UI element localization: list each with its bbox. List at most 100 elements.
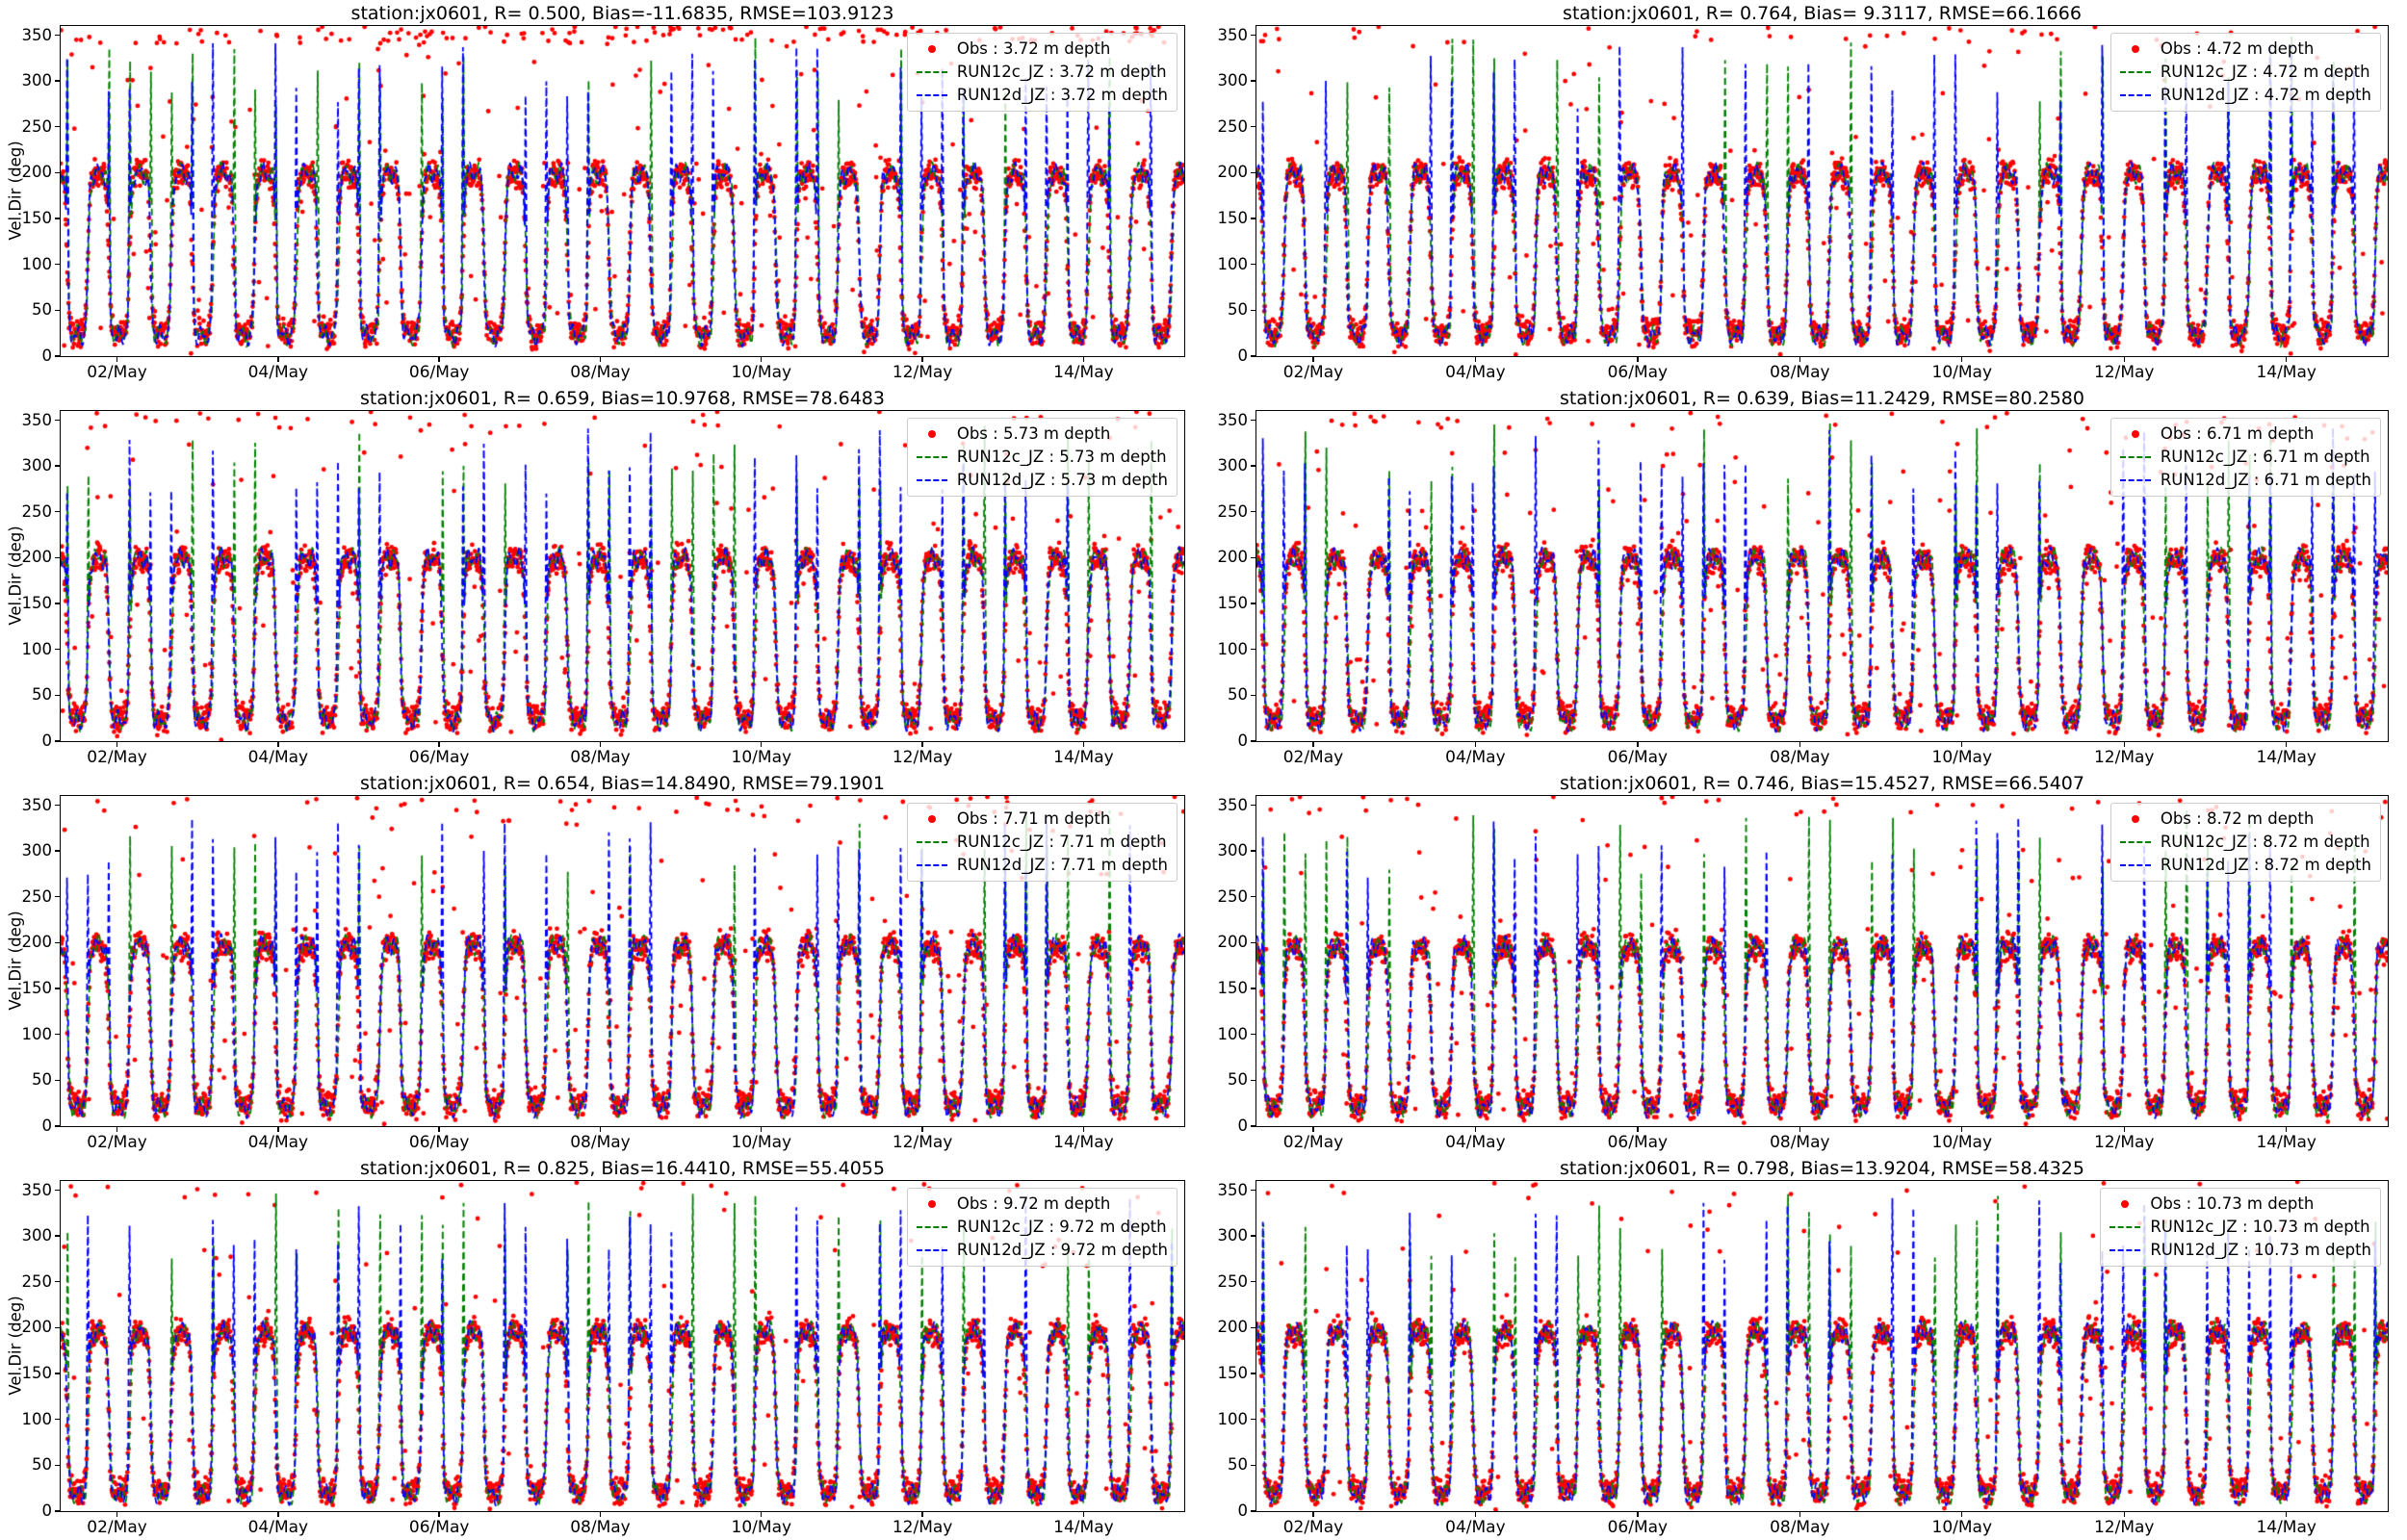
legend-label: RUN12c_JZ : 3.72 m depth	[956, 63, 1167, 81]
y-tick-label: 350	[21, 410, 53, 429]
plot-area: Obs : 5.73 m depth RUN12c_JZ : 5.73 m de…	[22, 410, 1185, 767]
y-tick-mark	[55, 1419, 60, 1421]
obs-dot-icon	[927, 815, 936, 823]
x-tick-label: 02/May	[87, 1518, 147, 1537]
x-tick-label: 04/May	[247, 1518, 309, 1537]
y-tick-mark	[55, 941, 60, 944]
x-tick-label: 08/May	[570, 748, 631, 767]
y-tick-label: 200	[21, 933, 53, 952]
y-tick-label: 50	[32, 1455, 52, 1475]
y-tick-mark	[55, 419, 60, 422]
legend-label: RUN12d_JZ : 4.72 m depth	[2160, 86, 2371, 104]
x-tick-mark	[277, 1127, 279, 1132]
y-tick-label: 0	[1237, 346, 1249, 365]
y-tick-mark	[1251, 1510, 1255, 1512]
y-tick-mark	[1251, 419, 1255, 422]
y-tick-mark	[55, 804, 60, 807]
y-tick-label: 250	[1217, 1271, 1249, 1291]
y-tick-mark	[1251, 1281, 1255, 1283]
legend-item-run12c: RUN12c_JZ : 3.72 m depth	[913, 61, 1168, 84]
y-tick-mark	[1251, 511, 1255, 513]
y-tick-label: 100	[21, 639, 53, 658]
green-dashed-line-icon	[2109, 1226, 2141, 1228]
y-tick-label: 50	[32, 685, 52, 705]
blue-dashed-line-icon	[2109, 1249, 2141, 1251]
plot-title: station:jx0601, R= 0.764, Bias= 9.3117, …	[1563, 3, 2082, 24]
x-tick-mark	[1082, 742, 1085, 747]
legend-label: RUN12d_JZ : 10.73 m depth	[2150, 1241, 2371, 1259]
x-tick-mark	[1961, 742, 1963, 747]
x-tick-mark	[1082, 1127, 1085, 1132]
y-tick-label: 0	[41, 732, 53, 750]
obs-dot-icon	[2131, 815, 2139, 823]
y-tick-mark	[55, 1125, 60, 1127]
legend-marker	[913, 479, 951, 481]
plot-title: station:jx0601, R= 0.825, Bias=16.4410, …	[360, 1158, 885, 1179]
y-tick-mark	[55, 1281, 60, 1283]
y-tick-label: 250	[1217, 886, 1249, 906]
y-tick-mark	[55, 649, 60, 651]
y-tick-label: 150	[1217, 1364, 1249, 1383]
y-tick-label: 200	[21, 1318, 53, 1337]
legend-marker	[2116, 94, 2155, 96]
green-dashed-line-icon	[2119, 71, 2151, 73]
legend-marker	[913, 45, 951, 53]
y-tick-mark	[55, 1189, 60, 1192]
legend: Obs : 6.71 m depth RUN12c_JZ : 6.71 m de…	[2109, 418, 2381, 497]
legend-label: RUN12d_JZ : 3.72 m depth	[956, 86, 1168, 104]
x-tick-label: 08/May	[570, 1133, 631, 1152]
y-tick-label: 100	[21, 254, 53, 273]
plot-area: Obs : 3.72 m depth RUN12c_JZ : 3.72 m de…	[22, 25, 1185, 382]
x-tick-mark	[1637, 1127, 1639, 1132]
x-tick-label: 06/May	[408, 748, 470, 767]
legend-item-obs: Obs : 6.71 m depth	[2116, 423, 2371, 446]
legend-item-run12d: RUN12d_JZ : 7.71 m depth	[913, 854, 1168, 877]
legend: Obs : 9.72 m depth RUN12c_JZ : 9.72 m de…	[906, 1188, 1178, 1267]
legend-marker	[2106, 1249, 2144, 1251]
x-tick-label: 02/May	[1282, 363, 1344, 382]
subplot-4-72m: station:jx0601, R= 0.764, Bias= 9.3117, …	[1204, 0, 2407, 385]
x-tick-label: 10/May	[1931, 363, 1993, 382]
y-tick-mark	[1251, 34, 1255, 37]
y-tick-mark	[55, 34, 60, 37]
obs-dot-icon	[2131, 430, 2139, 438]
y-tick-mark	[1251, 1079, 1255, 1082]
x-tick-label: 14/May	[1053, 363, 1114, 382]
green-dashed-line-icon	[2119, 841, 2151, 843]
legend-label: Obs : 5.73 m depth	[956, 424, 1111, 443]
legend-item-run12d: RUN12d_JZ : 6.71 m depth	[2116, 469, 2371, 492]
plot-title: station:jx0601, R= 0.500, Bias=-11.6835,…	[350, 3, 894, 24]
legend-item-run12d: RUN12d_JZ : 10.73 m depth	[2106, 1239, 2371, 1262]
y-tick-mark	[55, 1034, 60, 1036]
legend-item-run12d: RUN12d_JZ : 5.73 m depth	[913, 469, 1168, 492]
y-tick-mark	[1251, 1419, 1255, 1421]
y-tick-label: 250	[21, 1271, 53, 1291]
y-tick-mark	[1251, 264, 1255, 266]
blue-dashed-line-icon	[2119, 94, 2151, 96]
x-tick-label: 12/May	[892, 1133, 953, 1152]
subplot-3-72m: station:jx0601, R= 0.500, Bias=-11.6835,…	[0, 0, 1204, 385]
legend-marker	[2106, 1200, 2144, 1208]
x-tick-mark	[2286, 1127, 2288, 1132]
x-tick-mark	[277, 742, 279, 747]
y-tick-mark	[55, 465, 60, 467]
y-tick-mark	[55, 1079, 60, 1082]
x-tick-mark	[599, 1512, 602, 1517]
legend-marker	[2116, 815, 2155, 823]
y-tick-mark	[1251, 740, 1255, 742]
x-tick-label: 06/May	[1607, 1518, 1669, 1537]
x-tick-mark	[1799, 742, 1801, 747]
y-tick-mark	[55, 1510, 60, 1512]
green-dashed-line-icon	[2119, 456, 2151, 458]
legend-item-run12c: RUN12c_JZ : 9.72 m depth	[913, 1216, 1168, 1239]
x-tick-label: 06/May	[1607, 363, 1669, 382]
legend-item-obs: Obs : 4.72 m depth	[2116, 38, 2371, 61]
y-tick-label: 250	[1217, 116, 1249, 136]
x-tick-mark	[116, 742, 118, 747]
subplot-10-73m: station:jx0601, R= 0.798, Bias=13.9204, …	[1204, 1155, 2407, 1540]
y-tick-label: 150	[1217, 979, 1249, 998]
legend-label: RUN12d_JZ : 7.71 m depth	[956, 856, 1168, 874]
y-tick-label: 150	[21, 979, 53, 998]
y-tick-label: 150	[21, 1364, 53, 1383]
y-tick-mark	[1251, 1235, 1255, 1237]
